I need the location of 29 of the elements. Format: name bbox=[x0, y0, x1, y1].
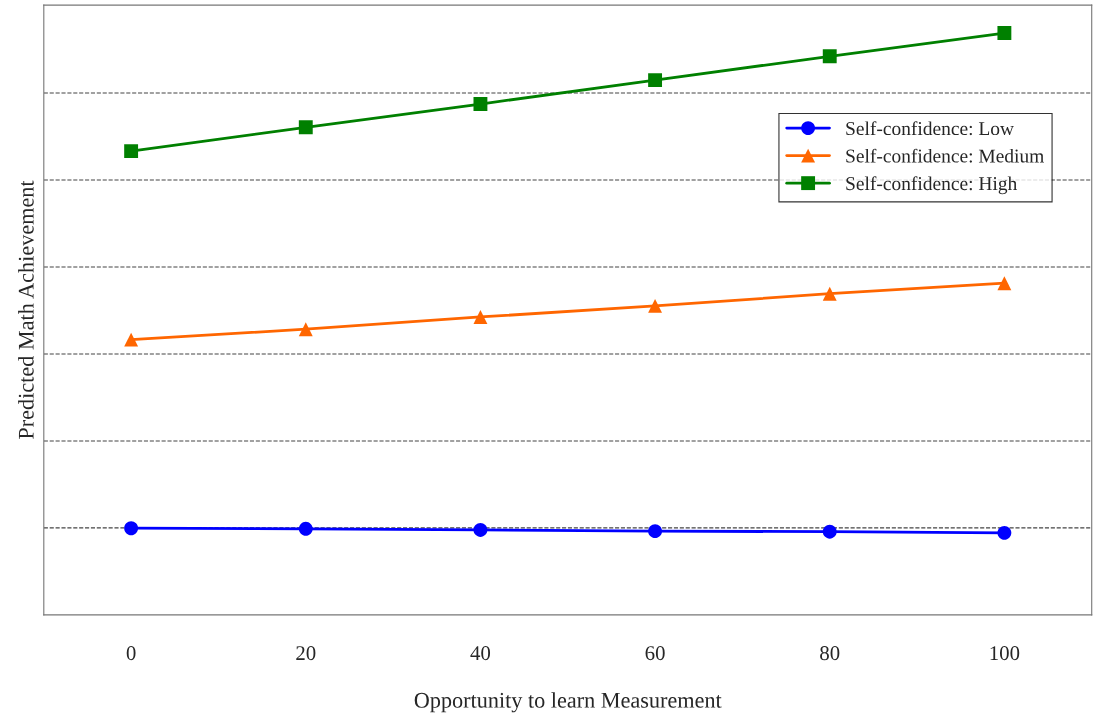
point bbox=[298, 120, 313, 135]
x-tick-label: 0 bbox=[126, 646, 136, 661]
legend-label: Self-confidence: Low bbox=[846, 121, 1014, 136]
point bbox=[473, 523, 488, 537]
point bbox=[298, 521, 313, 536]
point bbox=[124, 332, 139, 347]
point bbox=[822, 286, 837, 301]
point bbox=[124, 521, 139, 536]
point bbox=[473, 310, 488, 324]
point bbox=[473, 97, 488, 111]
x-tick-label: 100 bbox=[990, 646, 1020, 661]
x-tick-label: 40 bbox=[470, 646, 491, 661]
point bbox=[298, 322, 313, 337]
x-axis-title: Opportunity to learn Measurement bbox=[414, 692, 722, 713]
point bbox=[997, 276, 1012, 291]
x-tick-label: 80 bbox=[820, 646, 840, 661]
point bbox=[648, 298, 663, 313]
x-tick-label: 60 bbox=[645, 646, 665, 661]
point bbox=[822, 49, 837, 64]
point bbox=[997, 26, 1012, 40]
x-tick-label: 20 bbox=[296, 646, 316, 661]
y-axis-title: Predicted Math Achievement bbox=[18, 180, 34, 439]
legend-label: Self-confidence: Medium bbox=[846, 148, 1044, 163]
legend-label: Self-confidence: High bbox=[846, 176, 1018, 195]
point bbox=[124, 144, 139, 159]
point bbox=[648, 73, 663, 88]
point bbox=[997, 525, 1012, 540]
point bbox=[648, 524, 663, 539]
point bbox=[822, 524, 837, 539]
